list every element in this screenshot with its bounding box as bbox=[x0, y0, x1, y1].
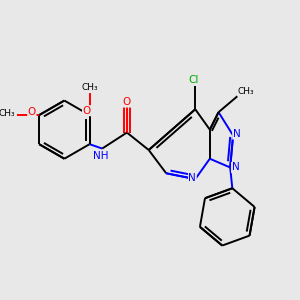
Text: CH₃: CH₃ bbox=[0, 109, 16, 118]
Text: N: N bbox=[188, 172, 196, 183]
Text: CH₃: CH₃ bbox=[238, 87, 254, 96]
Text: N: N bbox=[232, 163, 239, 172]
Text: N: N bbox=[233, 129, 241, 139]
Text: Cl: Cl bbox=[189, 75, 199, 85]
Text: CH₃: CH₃ bbox=[81, 83, 98, 92]
Text: O: O bbox=[123, 97, 131, 107]
Text: NH: NH bbox=[93, 151, 109, 161]
Text: O: O bbox=[28, 107, 36, 117]
Text: O: O bbox=[82, 106, 91, 116]
